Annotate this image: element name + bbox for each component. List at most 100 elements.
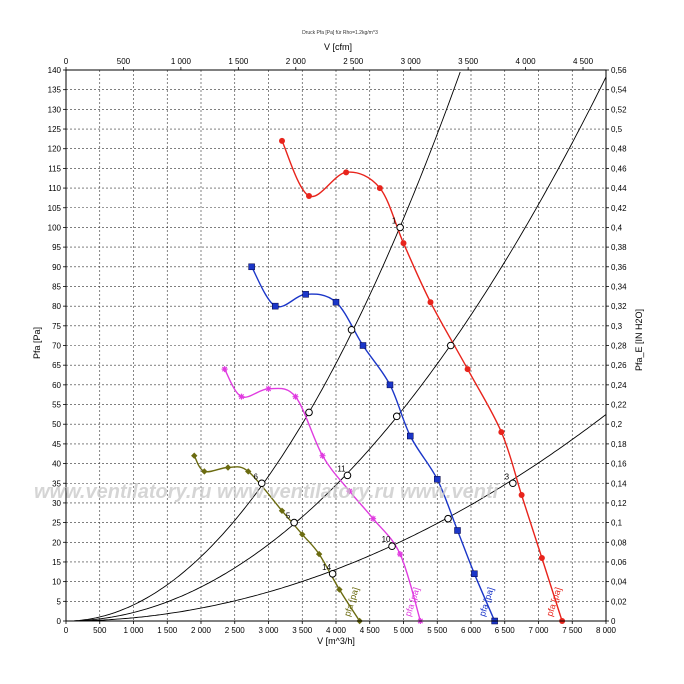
data-point	[279, 137, 285, 144]
operating-point	[392, 412, 401, 421]
tick-label-x: 3 500	[292, 626, 313, 635]
tick-label-x2: 4 500	[573, 57, 594, 66]
data-point	[265, 385, 272, 392]
tick-label-x: 0	[64, 626, 69, 635]
data-point	[454, 527, 461, 534]
tick-label-x: 500	[93, 626, 107, 635]
tick-label-x2: 4 000	[516, 57, 537, 66]
tick-label-y2: 0,24	[611, 381, 627, 390]
data-point	[319, 452, 326, 459]
tick-label-y: 100	[48, 223, 62, 232]
tick-label-x: 2 500	[225, 626, 246, 635]
data-point	[292, 393, 299, 400]
tick-label-y2: 0,28	[611, 342, 627, 351]
data-point	[315, 550, 323, 558]
series-1: pfa [pa]	[279, 137, 566, 624]
operating-point	[290, 518, 298, 527]
tick-label-x: 6 500	[495, 626, 516, 635]
tick-label-y: 30	[52, 499, 61, 508]
operating-point-label: 11	[337, 464, 346, 473]
data-point	[386, 381, 394, 389]
data-point	[245, 468, 252, 475]
tick-label-y: 115	[48, 164, 61, 173]
tick-label-y2: 0,12	[611, 499, 627, 508]
tick-label-y2: 0,1	[611, 519, 623, 528]
operating-point-label: 1	[392, 216, 397, 225]
tick-label-y2: 0,48	[611, 145, 627, 154]
tick-label-x2: 0	[64, 57, 69, 66]
system-curve	[66, 76, 607, 622]
tick-label-x: 1 500	[157, 626, 178, 635]
tick-label-y2: 0,54	[611, 86, 627, 95]
data-point	[427, 299, 434, 306]
tick-label-x: 4 000	[326, 626, 347, 635]
operating-point	[343, 471, 352, 480]
tick-label-y: 90	[52, 263, 61, 272]
series-2: pfa [pa]	[248, 263, 498, 625]
tick-label-y2: 0,18	[611, 440, 627, 449]
data-point	[376, 185, 383, 192]
tick-label-x: 2 000	[191, 626, 212, 635]
operating-point	[305, 408, 313, 417]
left-axis-label: Pfa [Pa]	[32, 327, 42, 359]
system-curve	[66, 71, 461, 622]
tick-label-y: 80	[52, 302, 61, 311]
data-point	[332, 298, 340, 306]
operating-point	[388, 542, 396, 551]
tick-label-y: 140	[48, 66, 62, 75]
data-point	[498, 429, 505, 436]
tick-label-y: 120	[48, 145, 62, 154]
operating-point	[396, 223, 404, 232]
axis-ticks: 0 500 1 000 1 500 2 000 2 500 3 000 3 500 4 000 4…	[48, 57, 627, 635]
tick-label-y: 65	[52, 361, 61, 370]
tick-label-y2: 0,3	[611, 322, 623, 331]
tick-label-y2: 0,14	[611, 479, 627, 488]
operating-point-label: 5	[286, 512, 291, 521]
data-point	[306, 192, 312, 199]
tick-label-x2: 500	[117, 57, 131, 66]
tick-label-y: 0	[57, 617, 62, 626]
tick-label-x: 1 000	[123, 626, 144, 635]
tick-label-y2: 0,34	[611, 282, 627, 291]
tick-label-y: 75	[52, 322, 61, 331]
tick-label-x2: 2 000	[286, 57, 307, 66]
tick-label-y2: 0,5	[611, 125, 623, 134]
tick-label-y2: 0,4	[611, 223, 623, 232]
data-point	[359, 342, 367, 349]
tick-label-y: 70	[52, 342, 61, 351]
operating-points: 1 6 11 5 3 10 14	[254, 216, 517, 578]
tick-label-y: 135	[48, 86, 62, 95]
tick-label-y2: 0,32	[611, 302, 627, 311]
tick-label-x2: 1 000	[171, 57, 192, 66]
tick-label-y: 20	[52, 538, 61, 547]
tick-label-y: 55	[52, 401, 61, 410]
tick-label-x2: 3 000	[401, 57, 422, 66]
tick-label-y2: 0,36	[611, 263, 627, 272]
tick-label-y: 85	[52, 282, 61, 291]
tick-label-y2: 0,52	[611, 105, 627, 114]
data-point	[434, 476, 441, 483]
curve-end-label: pfa [pa]	[544, 586, 563, 618]
data-point	[518, 492, 525, 499]
tick-label-y2: 0,44	[611, 184, 627, 193]
tick-label-y: 110	[48, 184, 61, 193]
tick-label-y: 60	[52, 381, 61, 390]
data-point	[272, 302, 279, 310]
tick-label-x: 7 500	[562, 626, 583, 635]
data-point	[302, 291, 309, 298]
data-point	[224, 464, 232, 471]
operating-point-label: 3	[505, 472, 510, 481]
operating-point	[509, 479, 517, 488]
data-point	[343, 169, 350, 176]
chart-title: Druck Pfa [Pa] für Rho=1.2kg/m^3	[302, 30, 378, 36]
tick-label-y2: 0,02	[611, 597, 627, 606]
data-point	[397, 551, 404, 558]
tick-label-y: 15	[52, 558, 61, 567]
grid	[66, 70, 606, 621]
tick-label-y: 130	[48, 105, 62, 114]
tick-label-y2: 0,06	[611, 558, 627, 567]
tick-label-y: 95	[52, 243, 61, 252]
tick-label-y: 45	[52, 440, 61, 449]
operating-point-label: 6	[254, 472, 259, 481]
